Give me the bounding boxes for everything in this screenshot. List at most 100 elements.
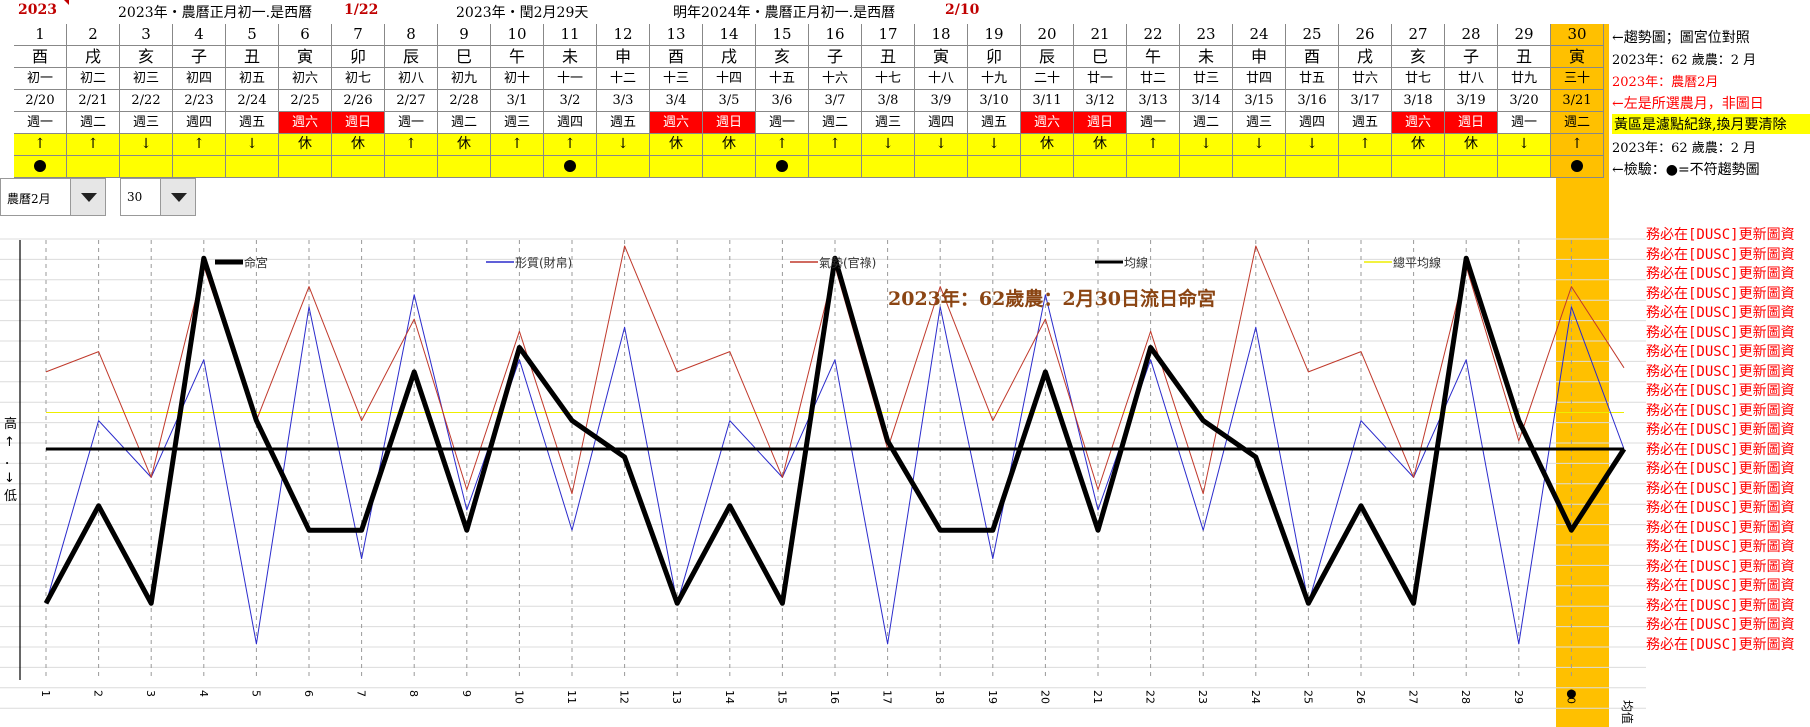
branches-cell: 辰 [1021, 46, 1074, 68]
weekday-cell: 週一 [1498, 112, 1551, 134]
trend-cell: ↓ [597, 134, 650, 156]
x-tick-label: 4 [197, 690, 210, 697]
dot-icon [1571, 160, 1583, 172]
branches-cell: 亥 [756, 46, 809, 68]
weekday-cell: 週日 [332, 112, 385, 134]
check-dot-cell [1286, 156, 1339, 178]
trend-cell: 休 [1392, 134, 1445, 156]
trend-cell: ↑ [1339, 134, 1392, 156]
solar-cell: 3/6 [756, 90, 809, 112]
trend-cell: ↑ [14, 134, 67, 156]
days-cell: 23 [1180, 24, 1233, 46]
weekday-cell: 週二 [67, 112, 120, 134]
branches-cell: 酉 [1286, 46, 1339, 68]
branches-cell: 巳 [438, 46, 491, 68]
solar-cell: 3/7 [809, 90, 862, 112]
lunar-cell: 三十 [1551, 68, 1604, 90]
trend-cell: ↑ [173, 134, 226, 156]
check-dot-cell [14, 156, 67, 178]
trend-cell: ↑ [756, 134, 809, 156]
solar-cell: 3/13 [1127, 90, 1180, 112]
weekday-cell: 週一 [1127, 112, 1180, 134]
x-tick-label: 1 [39, 690, 52, 697]
lunar-cell: 初十 [491, 68, 544, 90]
branches-cell: 戌 [67, 46, 120, 68]
weekday-cell: 週五 [968, 112, 1021, 134]
x-tick-label: 22 [1144, 690, 1157, 704]
solar-cell: 2/28 [438, 90, 491, 112]
weekday-cell: 週一 [756, 112, 809, 134]
weekday-cell: 週四 [915, 112, 968, 134]
day-select[interactable]: 30 [120, 178, 196, 216]
trend-cell: ↑ [385, 134, 438, 156]
month-select-value: 農曆2月 [7, 192, 51, 206]
weekday-cell: 週四 [544, 112, 597, 134]
days-cell: 20 [1021, 24, 1074, 46]
lunar-cell: 十八 [915, 68, 968, 90]
weekday-cell: 週日 [703, 112, 756, 134]
legend-label: 總平均線 [1393, 255, 1441, 270]
note-check-legend: ←檢驗：●=不符趨勢圖 [1612, 162, 1760, 178]
check-dot-cell [756, 156, 809, 178]
x-tick-label: 8 [407, 690, 420, 697]
lunar-cell: 廿四 [1233, 68, 1286, 90]
check-dot-cell [1551, 156, 1604, 178]
lunar-cell: 二十 [1021, 68, 1074, 90]
chevron-down-icon[interactable] [70, 179, 105, 215]
trend-cell: 休 [1021, 134, 1074, 156]
check-dot-cell [968, 156, 1021, 178]
solar-cell: 3/4 [650, 90, 703, 112]
trend-cell: 休 [438, 134, 491, 156]
branches-cell: 卯 [968, 46, 1021, 68]
solar-cell: 2/23 [173, 90, 226, 112]
branches-cell: 未 [1180, 46, 1233, 68]
trend-cell: ↓ [915, 134, 968, 156]
weekday-cell: 週五 [226, 112, 279, 134]
trend-cell: ↓ [120, 134, 173, 156]
legend-label: 形質(財帛) [515, 255, 572, 270]
weekday-cell: 週一 [14, 112, 67, 134]
x-tick-label: 16 [828, 690, 841, 704]
trend-cell: ↑ [1127, 134, 1180, 156]
dot-icon [776, 160, 788, 172]
update-warning: 務必在[DUSC]更新圖資 [1646, 324, 1795, 341]
lunar-cell: 初八 [385, 68, 438, 90]
weekday-cell: 週三 [1233, 112, 1286, 134]
days-cell: 6 [279, 24, 332, 46]
x-tick-label: 15 [775, 690, 788, 704]
branches-cell: 申 [597, 46, 650, 68]
trend-cell: 休 [1445, 134, 1498, 156]
weekday-cell: 週五 [597, 112, 650, 134]
trend-cell: ↑ [544, 134, 597, 156]
weekday-cell: 週六 [650, 112, 703, 134]
chevron-down-icon[interactable] [160, 179, 195, 215]
dot-icon [34, 160, 46, 172]
new-year-info: 2023年・農曆正月初一.是西曆 [118, 5, 313, 21]
trend-cell: ↓ [1180, 134, 1233, 156]
days-cell: 16 [809, 24, 862, 46]
lunar-cell: 十一 [544, 68, 597, 90]
month-select[interactable]: 農曆2月 [0, 178, 106, 216]
weekday-cell: 週三 [491, 112, 544, 134]
solar-cell: 3/18 [1392, 90, 1445, 112]
update-warning: 務必在[DUSC]更新圖資 [1646, 500, 1795, 516]
solar-cell: 3/10 [968, 90, 1021, 112]
days-cell: 1 [14, 24, 67, 46]
lunar-cell: 初二 [67, 68, 120, 90]
note-lunar-month: 2023年：農曆2月 [1612, 75, 1719, 90]
days-cell: 28 [1445, 24, 1498, 46]
check-dot-cell [1339, 156, 1392, 178]
trend-cell: 休 [279, 134, 332, 156]
solar-cell: 3/16 [1286, 90, 1339, 112]
update-warning: 務必在[DUSC]更新圖資 [1646, 402, 1795, 419]
trend-cell: ↑ [491, 134, 544, 156]
weekday-cell: 週一 [385, 112, 438, 134]
trend-cell: ↑ [67, 134, 120, 156]
branches-cell: 丑 [226, 46, 279, 68]
check-dot-cell [385, 156, 438, 178]
days-cell: 11 [544, 24, 597, 46]
x-tick-label: 13 [670, 690, 683, 704]
header-strip: 2023 2023年・農曆正月初一.是西曆 1/22 2023年・閏2月29天 … [0, 0, 1810, 24]
check-dot-cell [173, 156, 226, 178]
weekday-cell: 週五 [1339, 112, 1392, 134]
